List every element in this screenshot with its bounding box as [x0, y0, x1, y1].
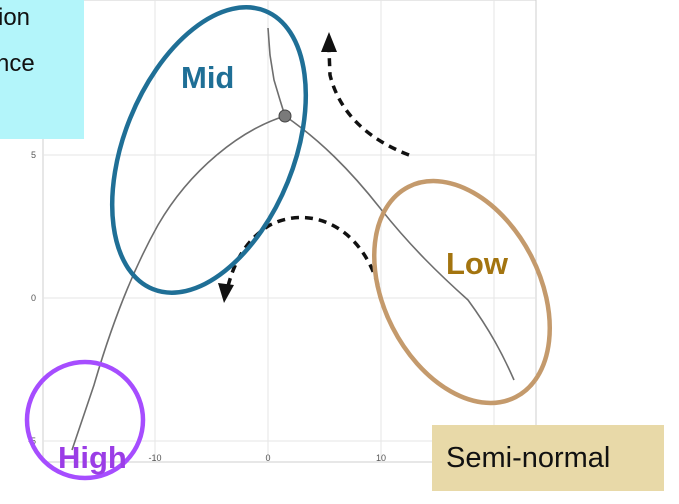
- right-branch: [284, 115, 515, 381]
- caption-box: ion nce: [0, 0, 84, 139]
- mid-ellipse: [109, 5, 309, 295]
- branch-node: [278, 109, 292, 123]
- low-ellipse: [372, 178, 552, 406]
- upper-branch: [267, 27, 286, 117]
- dashed-arrows: [224, 49, 410, 296]
- arrow-up: [327, 49, 410, 157]
- caption-line-1: ion: [0, 4, 31, 31]
- caption-line-2: nce: [0, 50, 35, 77]
- semi-normal-label: Semi-normal: [446, 442, 611, 474]
- y-tick-label: 5: [31, 150, 36, 160]
- mid-label: Mid: [181, 60, 234, 95]
- y-tick-label: 0: [31, 293, 36, 303]
- trajectory-curves: [71, 27, 515, 451]
- x-tick-label: 10: [376, 453, 386, 463]
- high-circle: [24, 359, 146, 481]
- low-label: Low: [446, 246, 509, 281]
- arrow-head-up: [321, 32, 337, 52]
- plot-panel: [42, 0, 537, 463]
- semi-normal-box: [432, 425, 664, 491]
- arrow-down: [224, 215, 380, 296]
- high-label: High: [58, 440, 127, 475]
- x-tick-label: -10: [148, 453, 161, 463]
- x-tick-label: 0: [265, 453, 270, 463]
- left-branch: [71, 115, 286, 451]
- arrow-head-down: [218, 283, 234, 303]
